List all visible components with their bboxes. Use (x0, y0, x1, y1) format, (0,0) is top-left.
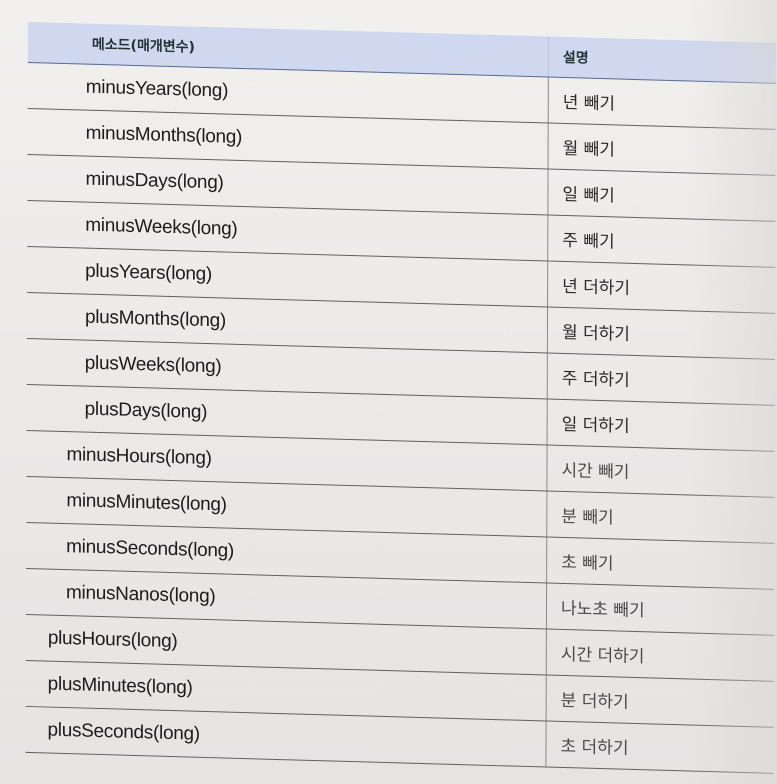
description-cell: 월 더하기 (547, 307, 776, 360)
description-cell: 월 빼기 (548, 123, 776, 176)
description-cell: 초 빼기 (546, 536, 775, 590)
description-cell: 시간 빼기 (546, 445, 775, 498)
description-cell: 주 더하기 (547, 353, 775, 406)
description-cell: 분 더하기 (546, 674, 774, 728)
description-cell: 년 더하기 (547, 261, 776, 314)
header-description: 설명 (548, 36, 776, 84)
method-table: 메소드(매개변수) 설명 minusYears(long) 년 빼기 minusMo… (25, 22, 776, 774)
table-body: minusYears(long) 년 빼기 minusMonths(long) 월 빼… (25, 62, 776, 774)
description-cell: 분 빼기 (546, 490, 775, 544)
method-table-wrapper: 메소드(매개변수) 설명 minusYears(long) 년 빼기 minusMo… (25, 22, 776, 784)
description-cell: 나노초 빼기 (546, 582, 775, 636)
description-cell: 초 더하기 (545, 720, 774, 774)
description-cell: 시간 더하기 (546, 628, 774, 682)
description-cell: 일 빼기 (547, 169, 776, 222)
description-cell: 년 빼기 (548, 77, 776, 130)
description-cell: 일 더하기 (547, 399, 775, 452)
description-cell: 주 빼기 (547, 215, 776, 268)
